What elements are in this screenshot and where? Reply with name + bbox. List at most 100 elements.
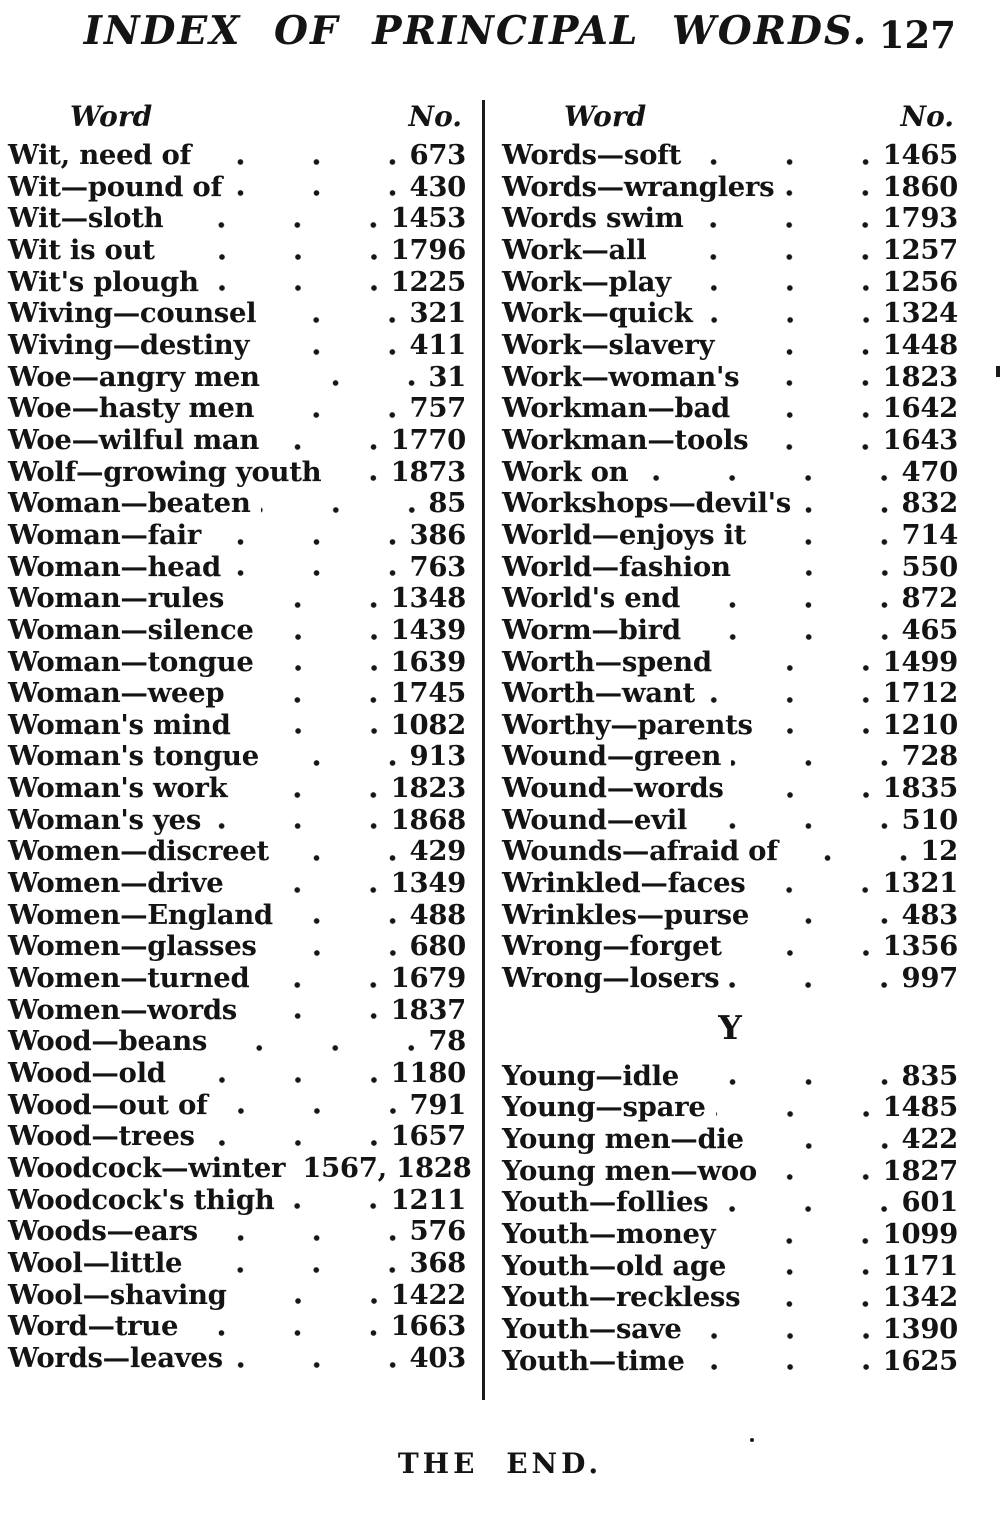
entry-number: 1835 — [882, 772, 959, 805]
index-row: Woman's yes 1868 — [8, 804, 466, 837]
leader-dots — [749, 361, 876, 394]
entry-word: Youth—reckless — [502, 1281, 741, 1314]
entry-word: Woman—rules — [8, 582, 225, 615]
entry-word: Wool—little — [8, 1246, 183, 1279]
index-row: Wood—trees 1657 — [8, 1121, 466, 1153]
index-row: Wounds—afraid of 12 — [502, 835, 958, 869]
index-row: Wiving—destiny 411 — [8, 328, 466, 362]
entry-number: 601 — [901, 1186, 958, 1219]
entry-number: 1321 — [882, 867, 959, 900]
entry-number: 1349 — [390, 867, 467, 900]
index-row: World—enjoys it 714 — [502, 518, 958, 552]
entry-number: 791 — [409, 1088, 466, 1121]
entry-word: Young men—die — [502, 1123, 744, 1156]
entry-number: 1465 — [882, 139, 959, 171]
leader-dots — [269, 424, 384, 457]
entry-number: 31 — [428, 360, 466, 393]
leader-dots — [240, 709, 384, 742]
index-row: Women—drive 1349 — [8, 867, 467, 900]
entry-number: 872 — [901, 582, 958, 615]
entry-word: Wound—green — [502, 740, 722, 773]
entry-word: Woman's work — [8, 772, 228, 805]
leader-dots — [755, 868, 876, 900]
index-row: Youth—reckless 1342 — [502, 1282, 958, 1314]
leader-dots — [236, 1279, 384, 1312]
entry-word: Woodcock—winter — [8, 1152, 286, 1184]
word-column-header: Word — [70, 100, 153, 133]
leader-dots — [758, 424, 876, 457]
entry-word: Woe—wilful man — [8, 423, 260, 456]
entry-word: Wood—old — [8, 1057, 166, 1090]
entry-number: 1679 — [390, 962, 467, 995]
index-row: Wound—evil 510 — [502, 804, 958, 837]
leader-dots — [680, 266, 876, 299]
entry-number: 386 — [409, 518, 466, 551]
entry-number: 1567, 1828 — [302, 1152, 472, 1184]
leader-dots — [739, 393, 876, 425]
column-header-right: Word No. — [502, 100, 958, 140]
index-row: Woe—wilful man 1770 — [8, 423, 466, 457]
leader-dots — [750, 1282, 876, 1314]
entry-number: 1499 — [882, 645, 959, 678]
index-row: Woman—weep 1745 — [8, 677, 466, 710]
leader-dots — [269, 361, 422, 394]
entry-word: Work—woman's — [502, 360, 740, 393]
entry-list-right-w: Words—soft 1465 Words—wranglers 1860 Wor… — [502, 139, 959, 995]
leader-dots — [787, 836, 914, 869]
entry-word: Wolf—growing youth — [8, 455, 322, 488]
index-row: Youth—old age 1171 — [502, 1250, 958, 1283]
index-row: Wound—words 1835 — [502, 772, 959, 805]
entry-word: Woodcock's thigh — [8, 1183, 275, 1216]
leader-dots — [260, 488, 422, 520]
entry-number: 1642 — [882, 392, 959, 425]
entry-number: 1663 — [390, 1310, 467, 1343]
entry-number: 1082 — [390, 708, 467, 741]
entry-word: Wood—trees — [8, 1120, 195, 1153]
entry-word: World—enjoys it — [502, 518, 747, 551]
entry-word: Worth—want — [502, 677, 695, 710]
entry-number: 1210 — [882, 708, 959, 741]
column-header-left: Word No. — [8, 100, 466, 140]
leader-dots — [284, 1184, 384, 1217]
entry-number: 12 — [920, 835, 958, 868]
entry-word: Woe—hasty men — [8, 392, 255, 425]
entry-word: Wrong—losers — [502, 962, 720, 995]
entry-list-left: Wit, need of 673 Wit—pound of 430 Wit—sl… — [8, 139, 472, 1375]
entry-number: 1712 — [882, 677, 959, 710]
leader-dots — [204, 1121, 384, 1153]
leader-dots — [259, 963, 384, 995]
index-row: Wrinkled—faces 1321 — [502, 867, 959, 900]
entry-number: 411 — [409, 328, 466, 361]
entry-word: Wood—out of — [8, 1088, 208, 1121]
index-row: Wit, need of 673 — [8, 139, 466, 172]
entry-word: Woe—angry men — [8, 360, 260, 393]
entry-word: Women—discreet — [8, 835, 269, 868]
entry-word: World—fashion — [502, 550, 731, 583]
index-row: Workman—tools 1643 — [502, 424, 958, 457]
entry-word: Woman's mind — [8, 708, 231, 741]
entry-word: Wit is out — [8, 233, 155, 266]
index-row: Woman—silence 1439 — [8, 613, 466, 647]
entry-word: Words—soft — [502, 139, 682, 171]
entry-number: 1837 — [390, 993, 467, 1026]
entry-word: Worm—bird — [502, 613, 681, 646]
index-row: Woman—head 763 — [8, 551, 466, 584]
index-row: Workshops—devil's 832 — [502, 488, 958, 520]
entry-word: Woman—silence — [8, 613, 254, 646]
entry-word: Youth—time — [502, 1344, 685, 1377]
leader-dots — [759, 899, 895, 932]
leader-dots — [210, 519, 403, 552]
index-row: Woman—tongue 1639 — [8, 646, 466, 679]
entry-word: Young—spare — [502, 1091, 706, 1124]
entry-number: 832 — [901, 487, 958, 520]
entry-number: 1448 — [882, 328, 959, 361]
index-row: Woe—angry men 31 — [8, 360, 466, 394]
index-row: Young men—woo 1827 — [502, 1155, 958, 1188]
entry-number: 483 — [901, 898, 958, 931]
leader-dots — [263, 614, 384, 647]
entry-number: 1823 — [390, 772, 467, 805]
index-row: Wrong—forget 1356 — [502, 931, 958, 964]
entry-word: Work—play — [502, 265, 671, 298]
entry-number: 1453 — [390, 202, 467, 235]
leader-dots — [756, 519, 895, 552]
